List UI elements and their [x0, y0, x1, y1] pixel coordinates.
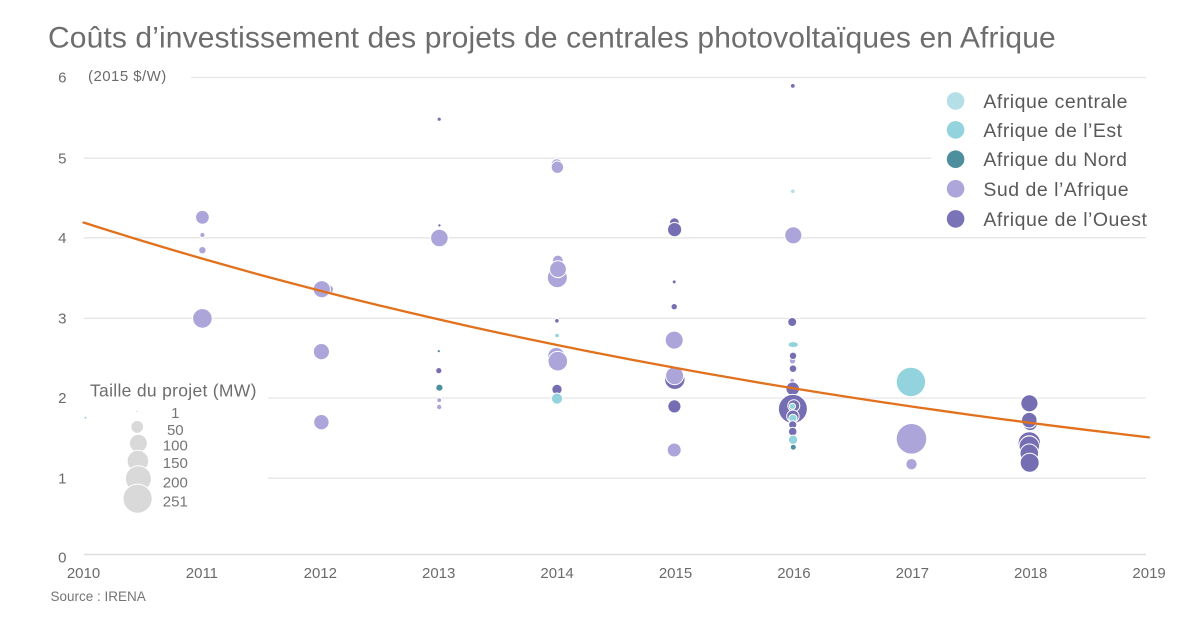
svg-text:251: 251 [163, 494, 188, 511]
svg-text:200: 200 [163, 475, 188, 492]
svg-text:Taille du projet (MW): Taille du projet (MW) [90, 381, 257, 401]
svg-text:Source : IRENA: Source : IRENA [51, 589, 146, 604]
svg-text:3: 3 [58, 311, 66, 328]
svg-text:2015: 2015 [659, 565, 692, 582]
svg-text:2012: 2012 [304, 565, 337, 582]
svg-text:(2015 $/W): (2015 $/W) [88, 68, 167, 85]
svg-text:2011: 2011 [186, 565, 218, 582]
svg-text:Afrique de l’Est: Afrique de l’Est [983, 120, 1122, 142]
svg-text:0: 0 [58, 550, 66, 567]
svg-text:2016: 2016 [777, 565, 810, 582]
svg-text:2013: 2013 [422, 565, 455, 582]
svg-text:1: 1 [171, 405, 179, 422]
svg-text:4: 4 [58, 230, 66, 247]
svg-text:5: 5 [58, 150, 66, 167]
svg-text:Afrique de l’Ouest: Afrique de l’Ouest [983, 209, 1147, 231]
svg-text:150: 150 [163, 455, 188, 472]
svg-text:Coûts d’investissement des pro: Coûts d’investissement des projets de ce… [48, 22, 1056, 55]
svg-text:Sud de l’Afrique: Sud de l’Afrique [983, 179, 1129, 201]
svg-text:2017: 2017 [896, 565, 929, 582]
svg-text:2014: 2014 [540, 565, 573, 582]
svg-text:100: 100 [163, 438, 188, 455]
svg-text:Afrique centrale: Afrique centrale [983, 91, 1128, 113]
svg-text:2: 2 [58, 390, 66, 407]
svg-text:6: 6 [58, 70, 66, 87]
svg-text:50: 50 [167, 422, 184, 439]
svg-text:Afrique du Nord: Afrique du Nord [983, 149, 1127, 171]
svg-text:1: 1 [58, 470, 66, 487]
svg-text:2019: 2019 [1132, 565, 1165, 582]
svg-text:2010: 2010 [67, 565, 100, 582]
svg-text:2018: 2018 [1014, 565, 1047, 582]
